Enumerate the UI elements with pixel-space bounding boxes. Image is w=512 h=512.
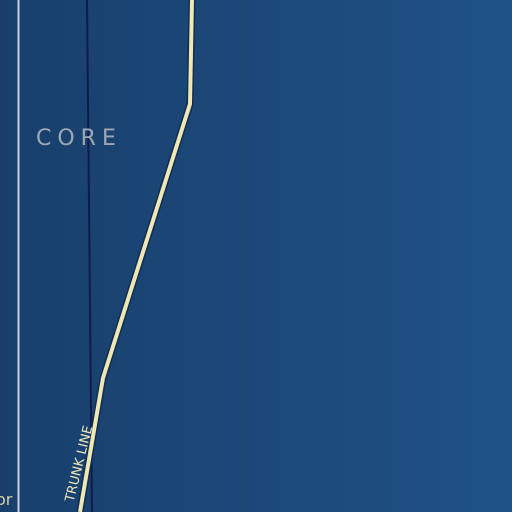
edge-label: or xyxy=(0,490,13,509)
district-label: CORE xyxy=(36,126,122,151)
trunk-line[interactable] xyxy=(78,0,194,512)
